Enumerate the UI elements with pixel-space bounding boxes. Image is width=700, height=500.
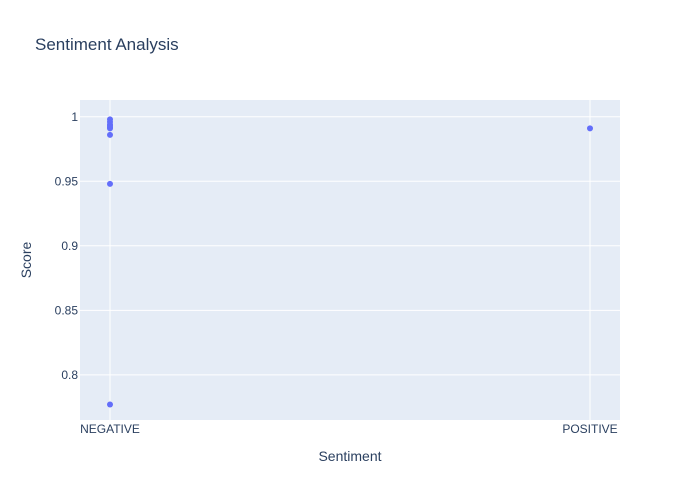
x-axis-ticks: NEGATIVE POSITIVE — [80, 422, 618, 436]
y-tick-label: 1 — [71, 110, 78, 124]
x-tick-label: NEGATIVE — [80, 422, 140, 436]
x-gridlines — [109, 100, 591, 420]
y-gridlines — [80, 116, 620, 376]
y-tick-label: 0.9 — [61, 239, 78, 253]
y-tick-label: 0.8 — [61, 368, 78, 382]
data-point — [107, 131, 113, 138]
y-axis-title: Score — [18, 242, 34, 279]
data-point — [587, 125, 593, 132]
plot-area — [80, 100, 620, 420]
data-points — [107, 116, 593, 408]
chart-title: Sentiment Analysis — [35, 35, 179, 54]
x-tick-label: POSITIVE — [562, 422, 617, 436]
data-point — [107, 401, 113, 408]
y-tick-label: 0.85 — [55, 303, 79, 317]
x-axis-title: Sentiment — [318, 448, 381, 464]
y-axis-ticks: 0.8 0.85 0.9 0.95 1 — [55, 110, 79, 382]
data-point — [107, 125, 113, 132]
data-point — [107, 180, 113, 187]
y-tick-label: 0.95 — [55, 174, 79, 188]
